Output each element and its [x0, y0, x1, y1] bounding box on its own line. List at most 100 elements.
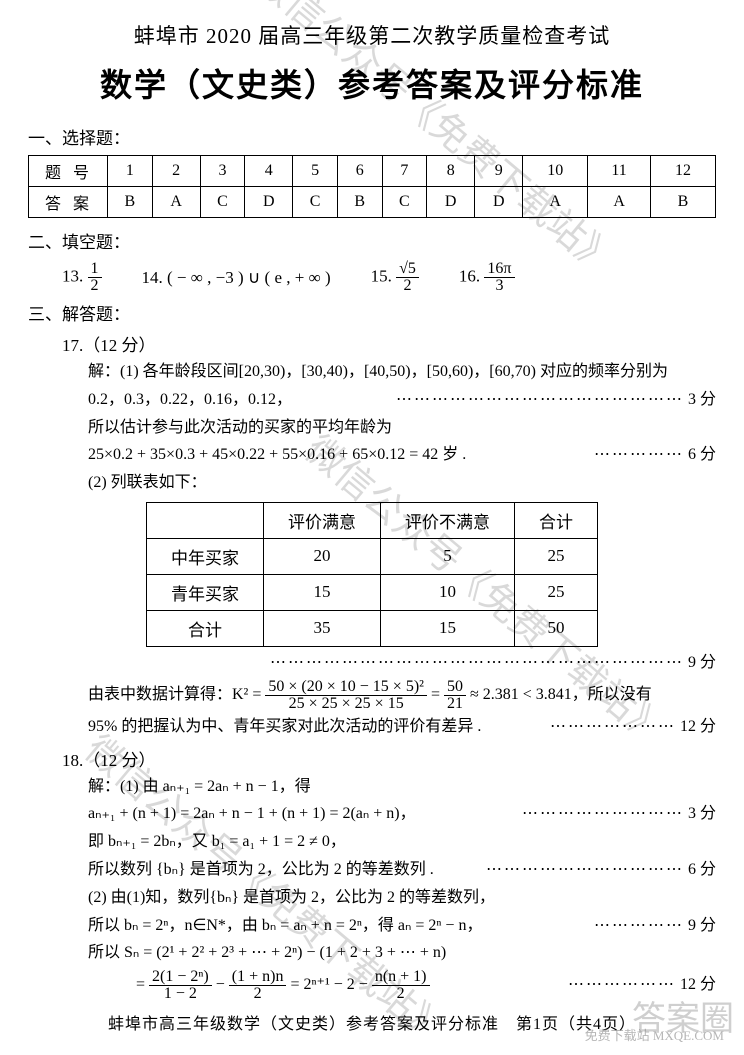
score: 9 分 [688, 917, 716, 934]
leader-dots: ⋯⋯⋯⋯⋯⋯⋯ [550, 715, 676, 740]
score: 12 分 [680, 976, 716, 993]
score: 9 分 [688, 654, 716, 671]
text: 所以 bₙ = 2ⁿ，n∈N*，由 bₙ = aₙ + n = 2ⁿ，得 aₙ … [88, 914, 482, 939]
table-cell: D [475, 187, 523, 218]
table-cell: A [523, 187, 588, 218]
ct-cell: 评价满意 [264, 502, 381, 538]
frac-num: 2(1 − 2ⁿ) [149, 969, 212, 986]
q17-line: 解：(1) 各年龄段区间[20,30)，[30,40)，[40,50)，[50,… [88, 360, 716, 385]
frac-den: 2 [396, 278, 419, 294]
text: 所以数列 {bₙ} 是首项为 2，公比为 2 的等差数列 . [88, 858, 434, 883]
frac-num: 1 [88, 261, 102, 278]
q15-label: 15. [371, 266, 392, 285]
brand-sub-watermark: 免费下载站 MXQE.COM [585, 1025, 724, 1044]
ct-cell: 35 [264, 610, 381, 646]
table-cell: 11 [588, 156, 651, 187]
leader-dots: ⋯⋯⋯⋯⋯⋯⋯⋯⋯ [522, 802, 684, 827]
table-cell: B [650, 187, 715, 218]
leader-dots: ⋯⋯⋯⋯⋯ [594, 914, 684, 939]
table-row-label: 答案 [29, 187, 108, 218]
q18-line: 所以 bₙ = 2ⁿ，n∈N*，由 bₙ = aₙ + n = 2ⁿ，得 aₙ … [88, 914, 716, 939]
score: 3 分 [688, 391, 716, 408]
q18-line: aₙ₊₁ + (n + 1) = 2aₙ + n − 1 + (n + 1) =… [88, 802, 716, 827]
table-cell: 9 [475, 156, 523, 187]
ct-cell: 50 [515, 610, 598, 646]
q18-line: (2) 由(1)知，数列{bₙ} 是首项为 2，公比为 2 的等差数列， [88, 886, 716, 911]
table-cell: A [588, 187, 651, 218]
leader-dots: ⋯⋯⋯⋯⋯⋯ [568, 973, 676, 998]
leader-dots: ⋯⋯⋯⋯⋯⋯⋯⋯⋯⋯⋯⋯⋯⋯⋯⋯ [396, 388, 684, 413]
q16-label: 16. [459, 266, 480, 285]
text: = [431, 686, 440, 703]
frac-den: 2 [372, 986, 430, 1002]
frac-num: n(n + 1) [372, 969, 430, 986]
table-cell: C [382, 187, 427, 218]
score: 6 分 [688, 446, 716, 463]
section-solve: 三、解答题： [28, 300, 716, 325]
ct-cell: 20 [264, 538, 381, 574]
score: 12 分 [680, 718, 716, 735]
q18-line: 即 bₙ₊₁ = 2bₙ，又 b₁ = a₁ + 1 = 2 ≠ 0， [88, 830, 716, 855]
table-cell: D [245, 187, 293, 218]
table-cell: 8 [427, 156, 475, 187]
q17-k2-line: 由表中数据计算得：K² = 50 × (20 × 10 − 15 × 5)²25… [88, 679, 716, 712]
leader-dots: ⋯⋯⋯⋯⋯⋯⋯⋯⋯⋯⋯⋯⋯⋯⋯⋯⋯⋯⋯⋯⋯⋯⋯ [270, 651, 684, 676]
table-cell: B [108, 187, 153, 218]
table-cell: C [293, 187, 338, 218]
q17-line: (2) 列联表如下： [88, 471, 716, 496]
frac-den: 1 − 2 [149, 986, 212, 1002]
frac-num: 50 × (20 × 10 − 15 × 5)² [265, 679, 427, 696]
ct-cell: 25 [515, 538, 598, 574]
fill-q16: 16. 16π3 [459, 261, 515, 294]
table-cell: 3 [200, 156, 245, 187]
fill-q13: 13. 12 [62, 261, 102, 294]
q17-line: 25×0.2 + 35×0.3 + 45×0.22 + 55×0.16 + 65… [88, 443, 716, 468]
frac-den: 21 [444, 696, 466, 712]
section-choice: 一、选择题： [28, 124, 716, 149]
leader-dots: ⋯⋯⋯⋯⋯ [594, 443, 684, 468]
page-title: 数学（文史类）参考答案及评分标准 [28, 60, 716, 106]
text: 25×0.2 + 35×0.3 + 45×0.22 + 55×0.16 + 65… [88, 443, 466, 468]
ct-cell: 10 [381, 574, 515, 610]
ct-cell: 25 [515, 574, 598, 610]
ct-cell: 合计 [147, 610, 264, 646]
q18-line: = 2(1 − 2ⁿ)1 − 2 − (1 + n)n2 = 2ⁿ⁺¹ − 2 … [88, 969, 716, 1002]
score: 3 分 [688, 805, 716, 822]
table-cell: 5 [293, 156, 338, 187]
table-cell: C [200, 187, 245, 218]
table-cell: 2 [152, 156, 200, 187]
ct-cell: 中年买家 [147, 538, 264, 574]
q17-line: ⋯⋯⋯⋯⋯⋯⋯⋯⋯⋯⋯⋯⋯⋯⋯⋯⋯⋯⋯⋯⋯⋯⋯ 9 分 [88, 651, 716, 676]
q17-line: 所以估计参与此次活动的买家的平均年龄为 [88, 416, 716, 441]
q17-number: 17.（12 分） [62, 331, 716, 356]
text: aₙ₊₁ + (n + 1) = 2aₙ + n − 1 + (n + 1) =… [88, 802, 416, 827]
fill-q14: 14. ( − ∞ , −3 ) ∪ ( e , + ∞ ) [142, 268, 331, 288]
q13-label: 13. [62, 266, 83, 285]
section-fill: 二、填空题： [28, 228, 716, 253]
frac-num: 16π [484, 261, 514, 278]
exam-header: 蚌埠市 2020 届高三年级第二次教学质量检查考试 [28, 20, 716, 50]
ct-cell: 青年买家 [147, 574, 264, 610]
table-cell: D [427, 187, 475, 218]
ct-cell: 评价不满意 [381, 502, 515, 538]
table-cell: B [337, 187, 382, 218]
table-cell: 10 [523, 156, 588, 187]
text: 0.2，0.3，0.22，0.16，0.12， [88, 388, 292, 413]
text: = 2ⁿ⁺¹ − 2 − [290, 976, 367, 993]
text: − [216, 976, 225, 993]
ct-cell: 15 [381, 610, 515, 646]
q18-line: 所以 Sₙ = (2¹ + 2² + 2³ + ⋯ + 2ⁿ) − (1 + 2… [88, 941, 716, 966]
text: 由表中数据计算得：K² = [88, 686, 261, 703]
fill-answers-row: 13. 12 14. ( − ∞ , −3 ) ∪ ( e , + ∞ ) 15… [62, 261, 716, 294]
score: 6 分 [688, 861, 716, 878]
frac-num: √5 [396, 261, 419, 278]
table-cell: 6 [337, 156, 382, 187]
table-cell: 7 [382, 156, 427, 187]
q18-number: 18.（12 分） [62, 746, 716, 771]
frac-den: 2 [229, 986, 287, 1002]
page-container: 蚌埠市 2020 届高三年级第二次教学质量检查考试 数学（文史类）参考答案及评分… [0, 0, 744, 1044]
text: 95% 的把握认为中、青年买家对此次活动的评价有差异 . [88, 715, 481, 740]
contingency-table: 评价满意 评价不满意 合计 中年买家 20 5 25 青年买家 15 10 25… [146, 502, 598, 647]
frac-num: 50 [444, 679, 466, 696]
table-row-label: 题号 [29, 156, 108, 187]
